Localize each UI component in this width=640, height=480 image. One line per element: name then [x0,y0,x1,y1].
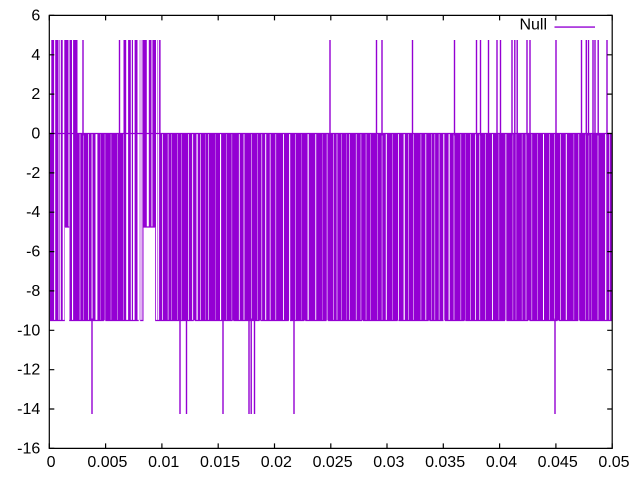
svg-text:4: 4 [31,47,40,64]
svg-text:-2: -2 [26,165,40,182]
svg-text:-14: -14 [17,401,40,418]
svg-text:-16: -16 [17,440,40,457]
svg-text:0.045: 0.045 [538,454,578,471]
svg-text:-4: -4 [26,204,40,221]
svg-text:0.025: 0.025 [313,454,353,471]
svg-text:0: 0 [31,126,40,143]
svg-text:0.02: 0.02 [261,454,292,471]
svg-text:0.01: 0.01 [148,454,179,471]
svg-text:Null: Null [519,17,547,34]
svg-text:0: 0 [47,454,56,471]
svg-text:6: 6 [31,7,40,24]
svg-text:0.03: 0.03 [373,454,404,471]
svg-text:0.005: 0.005 [87,454,127,471]
svg-text:0.04: 0.04 [486,454,517,471]
svg-text:0.015: 0.015 [200,454,240,471]
svg-text:2: 2 [31,86,40,103]
svg-text:0.035: 0.035 [425,454,465,471]
svg-text:-10: -10 [17,322,40,339]
svg-text:0.05: 0.05 [598,454,629,471]
svg-text:-6: -6 [26,244,40,261]
svg-text:-8: -8 [26,283,40,300]
svg-text:-12: -12 [17,362,40,379]
